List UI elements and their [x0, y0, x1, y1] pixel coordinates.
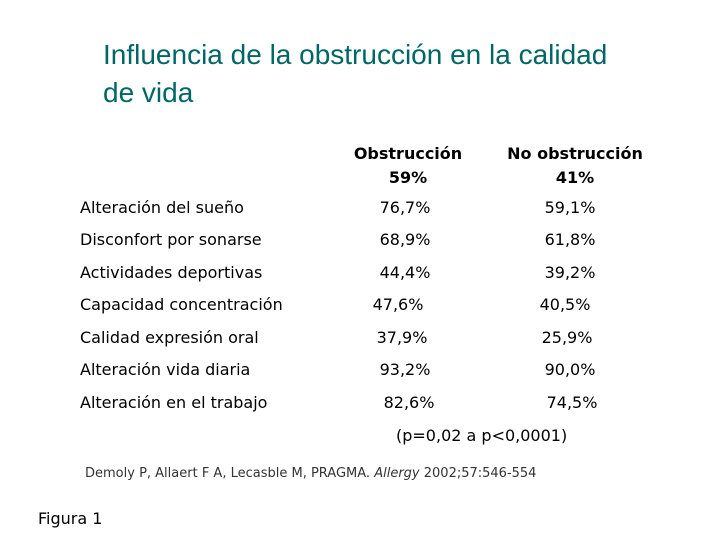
value-obstruccion: 68,9%: [379, 230, 431, 249]
value-obstruccion: 82,6%: [383, 393, 435, 412]
figure-label: Figura 1: [38, 509, 103, 528]
row-label: Capacidad concentración: [80, 295, 283, 314]
row-label: Alteración del sueño: [80, 198, 244, 217]
p-value-note: (p=0,02 a p<0,0001): [396, 426, 568, 445]
row-label: Alteración en el trabajo: [80, 393, 268, 412]
row-label: Alteración vida diaria: [80, 360, 251, 379]
row-label: Disconfort por sonarse: [80, 230, 262, 249]
column-header-obstruccion-percent: 59%: [388, 168, 428, 187]
table-row: Alteración en el trabajo 82,6% 74,5%: [0, 391, 720, 415]
column-header-obstruccion: Obstrucción 59%: [330, 142, 486, 190]
value-obstruccion: 93,2%: [379, 360, 431, 379]
table-row: Capacidad concentración 47,6% 40,5%: [0, 293, 720, 317]
table-row: Actividades deportivas 44,4% 39,2%: [0, 261, 720, 285]
value-obstruccion: 76,7%: [379, 198, 431, 217]
value-no-obstruccion: 61,8%: [544, 230, 596, 249]
column-header-obstruccion-name: Obstrucción: [353, 144, 463, 163]
slide-title: Influencia de la obstrucción en la calid…: [103, 39, 608, 108]
table-row: Disconfort por sonarse 68,9% 61,8%: [0, 228, 720, 252]
column-header-no-obstruccion-percent: 41%: [555, 168, 595, 187]
table-row: Alteración vida diaria 93,2% 90,0%: [0, 358, 720, 382]
value-no-obstruccion: 39,2%: [544, 263, 596, 282]
value-no-obstruccion: 59,1%: [544, 198, 596, 217]
citation: Demoly P, Allaert F A, Lecasble M, PRAGM…: [85, 465, 536, 483]
value-no-obstruccion: 74,5%: [546, 393, 598, 412]
column-header-no-obstruccion: No obstrucción 41%: [492, 142, 658, 190]
table-row: Calidad expresión oral 37,9% 25,9%: [0, 326, 720, 350]
value-no-obstruccion: 90,0%: [544, 360, 596, 379]
value-obstruccion: 47,6%: [372, 295, 424, 314]
citation-authors: Demoly P, Allaert F A, Lecasble M, PRAGM…: [85, 466, 371, 481]
citation-journal: Allergy: [374, 466, 420, 481]
table-row: Alteración del sueño 76,7% 59,1%: [0, 196, 720, 220]
row-label: Actividades deportivas: [80, 263, 263, 282]
value-obstruccion: 44,4%: [379, 263, 431, 282]
row-label: Calidad expresión oral: [80, 328, 259, 347]
value-obstruccion: 37,9%: [376, 328, 428, 347]
column-header-no-obstruccion-name: No obstrucción: [507, 144, 643, 163]
citation-details: 2002;57:546-554: [423, 466, 537, 481]
value-no-obstruccion: 40,5%: [539, 295, 591, 314]
value-no-obstruccion: 25,9%: [541, 328, 593, 347]
